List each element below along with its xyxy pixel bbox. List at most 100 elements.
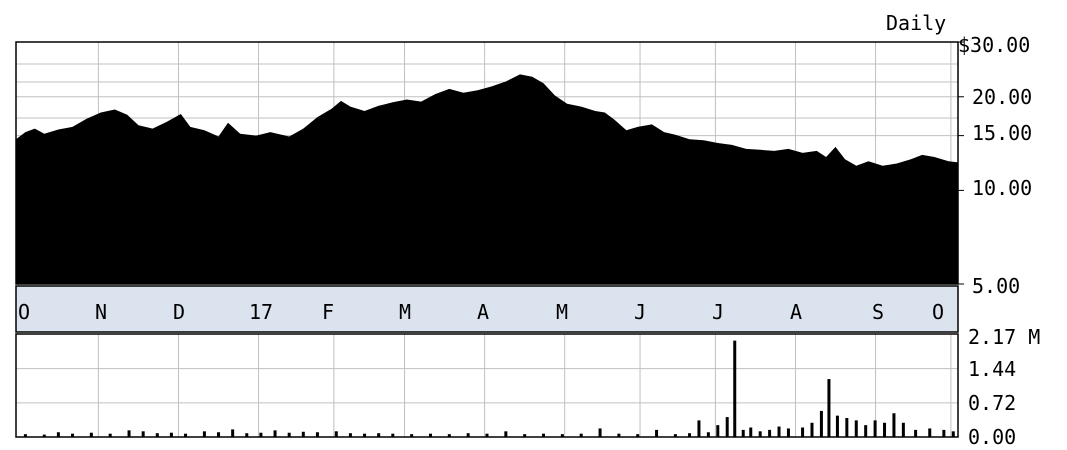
volume-panel bbox=[15, 333, 959, 438]
month-tick-label: J bbox=[634, 300, 646, 324]
volume-axis-label: 2.17 M bbox=[968, 325, 1040, 349]
volume-bar bbox=[273, 430, 277, 437]
month-tick-label: M bbox=[399, 300, 411, 324]
volume-bar bbox=[819, 410, 823, 437]
volume-bar bbox=[89, 432, 93, 437]
volume-axis: 2.17 M 1.44 0.72 0.00 bbox=[968, 325, 1040, 449]
volume-bar bbox=[777, 426, 781, 437]
volume-bar bbox=[301, 431, 305, 437]
month-tick-label: F bbox=[322, 300, 334, 324]
volume-bar bbox=[801, 427, 805, 437]
volume-bar bbox=[377, 433, 381, 437]
volume-bar bbox=[873, 420, 877, 437]
month-tick-label: N bbox=[95, 300, 107, 324]
volume-bar bbox=[127, 430, 131, 437]
volume-bar bbox=[835, 415, 839, 437]
volume-bar bbox=[202, 431, 206, 437]
volume-bar bbox=[733, 340, 737, 437]
volume-bar bbox=[942, 429, 946, 437]
volume-bar bbox=[697, 420, 701, 437]
price-axis-label: $30.00 bbox=[958, 33, 1030, 57]
volume-bar bbox=[23, 434, 27, 437]
volume-bar bbox=[217, 432, 221, 437]
volume-bar bbox=[810, 422, 814, 437]
month-tick-label: S bbox=[872, 300, 884, 324]
volume-bar bbox=[169, 432, 173, 437]
volume-axis-label: 0.00 bbox=[968, 425, 1016, 446]
volume-axis-label: 1.44 bbox=[968, 357, 1016, 381]
volume-bar bbox=[914, 429, 918, 437]
month-tick-label: O bbox=[18, 300, 30, 324]
volume-bar bbox=[928, 428, 932, 437]
volume-bar bbox=[523, 434, 527, 437]
month-tick-label: 17 bbox=[249, 300, 273, 324]
volume-bar bbox=[287, 432, 291, 437]
volume-bar bbox=[466, 433, 470, 437]
volume-bar bbox=[749, 427, 753, 437]
volume-bar bbox=[42, 434, 46, 437]
volume-bar bbox=[827, 379, 831, 437]
volume-bar bbox=[673, 434, 677, 437]
volume-bar bbox=[845, 418, 849, 437]
volume-bar bbox=[598, 428, 602, 437]
volume-bar bbox=[485, 433, 489, 437]
month-tick-label: D bbox=[173, 300, 185, 324]
volume-bar bbox=[560, 434, 564, 437]
volume-plot-area bbox=[16, 334, 958, 437]
volume-bar bbox=[655, 429, 659, 437]
volume-bar bbox=[716, 425, 720, 437]
volume-bar bbox=[447, 434, 451, 437]
month-tick-label: A bbox=[477, 300, 489, 324]
volume-bar bbox=[636, 434, 640, 437]
volume-bar bbox=[758, 431, 762, 437]
volume-bar bbox=[542, 433, 546, 437]
price-axis-label: 15.00 bbox=[972, 121, 1032, 145]
volume-bar bbox=[108, 433, 112, 437]
volume-bar bbox=[706, 432, 710, 437]
volume-panel-border bbox=[15, 333, 959, 438]
price-axis-label: 20.00 bbox=[972, 85, 1032, 109]
volume-bar bbox=[231, 429, 235, 437]
price-axis-label: 5.00 bbox=[972, 274, 1020, 298]
volume-bar bbox=[245, 433, 249, 437]
month-band-bg bbox=[15, 285, 959, 333]
month-tick-label: J bbox=[712, 300, 724, 324]
volume-bar bbox=[786, 428, 790, 437]
volume-bar bbox=[71, 433, 75, 437]
volume-bar bbox=[184, 433, 188, 437]
month-tick-label: O bbox=[932, 300, 944, 324]
price-area bbox=[16, 74, 958, 285]
volume-bar bbox=[688, 433, 692, 437]
price-panel-border bbox=[15, 41, 959, 285]
volume-bar bbox=[315, 432, 319, 437]
price-axis: $30.00 20.00 15.00 10.00 5.00 bbox=[958, 33, 1032, 298]
volume-bar bbox=[892, 413, 896, 437]
volume-bar bbox=[428, 433, 432, 437]
price-axis-label: 10.00 bbox=[972, 176, 1032, 200]
month-tick-label: A bbox=[790, 300, 802, 324]
month-axis-band: O N D 17 F M A M J J A S O bbox=[15, 285, 959, 333]
volume-bar bbox=[363, 433, 367, 437]
volume-bar bbox=[348, 433, 352, 437]
volume-bar bbox=[259, 432, 263, 437]
volume-bar bbox=[391, 433, 395, 437]
volume-bar bbox=[334, 431, 338, 437]
volume-bar bbox=[410, 434, 414, 437]
month-tick-label: M bbox=[556, 300, 568, 324]
volume-bar bbox=[579, 433, 583, 437]
volume-bar bbox=[725, 417, 729, 437]
volume-axis-label: 0.72 bbox=[968, 391, 1016, 415]
volume-bar bbox=[854, 420, 858, 437]
price-panel bbox=[15, 41, 959, 285]
volume-bar bbox=[741, 429, 745, 437]
volume-bar bbox=[141, 431, 145, 437]
volume-bar bbox=[155, 433, 159, 437]
volume-bar bbox=[883, 422, 887, 437]
volume-bar bbox=[504, 431, 508, 437]
volume-bar bbox=[951, 431, 955, 437]
frequency-label: Daily bbox=[886, 11, 946, 35]
volume-bar bbox=[864, 425, 868, 437]
volume-bar bbox=[56, 432, 60, 437]
